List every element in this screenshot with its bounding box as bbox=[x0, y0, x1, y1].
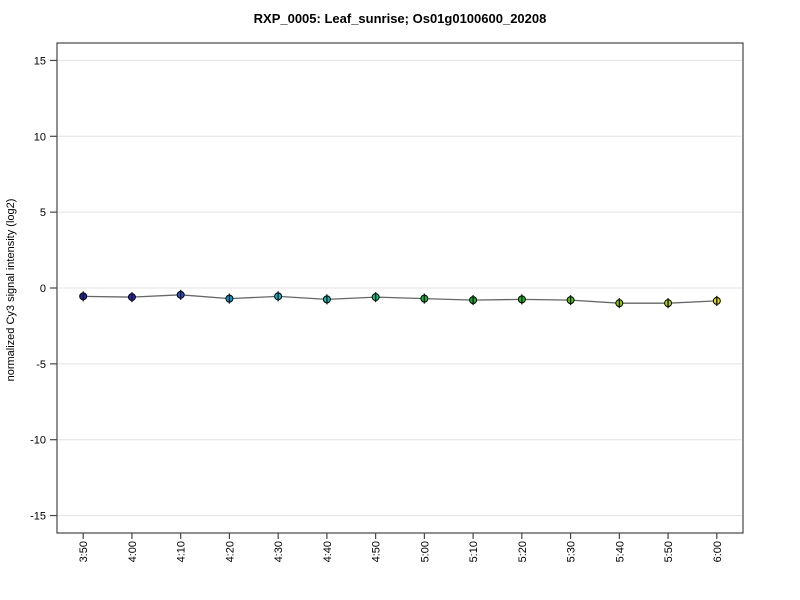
x-axis-tick-label: 5:20 bbox=[517, 541, 529, 562]
x-axis-tick-label: 5:40 bbox=[614, 541, 626, 562]
x-axis-tick-label: 4:00 bbox=[127, 541, 139, 562]
y-axis-tick-label: 0 bbox=[40, 283, 46, 295]
y-axis-tick-label: -15 bbox=[30, 511, 46, 523]
x-axis-tick-label: 4:20 bbox=[224, 541, 236, 562]
y-axis-tick-label: 5 bbox=[40, 207, 46, 219]
y-axis-tick-label: -5 bbox=[36, 359, 46, 371]
x-axis-tick-label: 6:00 bbox=[712, 541, 724, 562]
y-axis-tick-label: -10 bbox=[30, 435, 46, 447]
chart-title: RXP_0005: Leaf_sunrise; Os01g0100600_202… bbox=[253, 11, 547, 26]
x-axis-tick-label: 5:10 bbox=[468, 541, 480, 562]
x-axis-tick-label: 3:50 bbox=[78, 541, 90, 562]
x-axis-tick-label: 4:30 bbox=[273, 541, 285, 562]
x-axis-tick-label: 4:50 bbox=[371, 541, 383, 562]
x-axis-tick-label: 4:10 bbox=[176, 541, 188, 562]
x-axis-tick-label: 5:30 bbox=[566, 541, 578, 562]
x-axis-tick-label: 5:00 bbox=[419, 541, 431, 562]
x-axis-tick-label: 5:50 bbox=[663, 541, 675, 562]
x-axis-tick-label: 4:40 bbox=[322, 541, 334, 562]
y-axis-tick-label: 15 bbox=[34, 55, 46, 67]
y-axis-tick-label: 10 bbox=[34, 131, 46, 143]
series-line bbox=[83, 294, 717, 304]
